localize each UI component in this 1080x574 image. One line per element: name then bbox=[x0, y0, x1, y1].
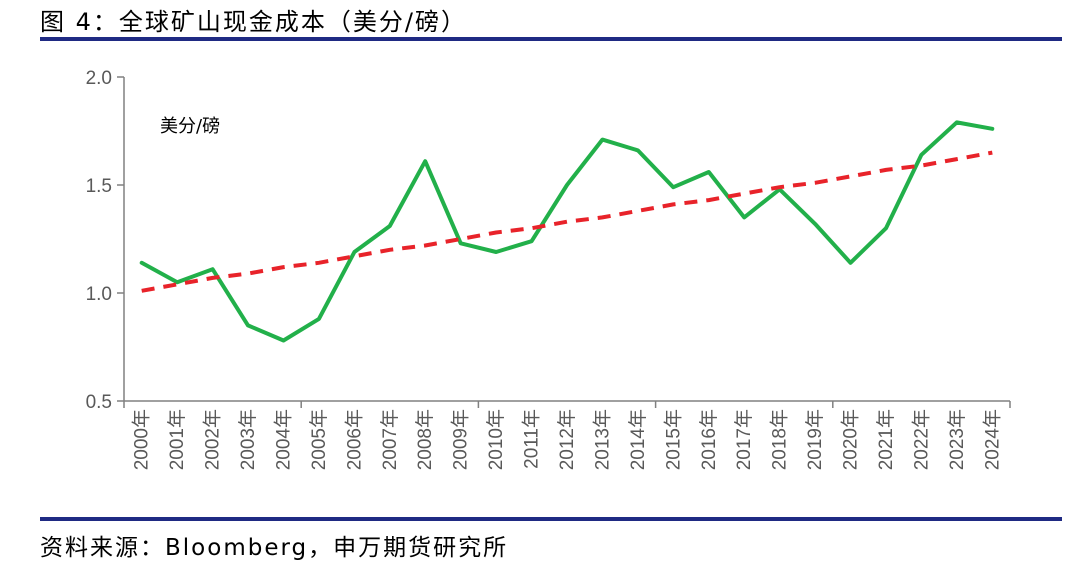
x-tick-label: 2010年 bbox=[485, 409, 507, 470]
x-tick-label: 2016年 bbox=[698, 409, 720, 470]
x-tick-label: 2022年 bbox=[910, 409, 932, 470]
x-tick-label: 2002年 bbox=[202, 409, 224, 470]
chart-axes bbox=[123, 77, 1010, 402]
x-tick-label: 2005年 bbox=[308, 409, 330, 470]
y-tick-label: 2.0 bbox=[86, 68, 112, 89]
x-tick-label: 2000年 bbox=[131, 409, 153, 470]
x-tick-label: 2017年 bbox=[733, 409, 755, 470]
x-tick-label: 2007年 bbox=[379, 409, 401, 470]
x-tick-label: 2021年 bbox=[875, 409, 897, 470]
y-tick-label: 0.5 bbox=[86, 392, 112, 413]
x-tick-label: 2018年 bbox=[769, 409, 791, 470]
x-tick-label: 2004年 bbox=[272, 409, 294, 470]
y-tick-label: 1.5 bbox=[86, 176, 112, 197]
x-tick-label: 2023年 bbox=[946, 409, 968, 470]
x-tick-label: 2015年 bbox=[662, 409, 684, 470]
chart-series bbox=[139, 120, 995, 343]
figure-source: 资料来源：Bloomberg，申万期货研究所 bbox=[40, 535, 509, 561]
unit-label: 美分/磅 bbox=[160, 116, 220, 137]
figure-title: 图 4：全球矿山现金成本（美分/磅） bbox=[40, 8, 467, 36]
title-rule bbox=[40, 37, 1062, 41]
x-tick-label: 2006年 bbox=[343, 409, 365, 470]
x-axis-ticks: 2000年 2001年 2002年 2003年 2004年 2005年 2006年 2007年… bbox=[123, 401, 1011, 470]
x-tick-label: 2003年 bbox=[237, 409, 259, 470]
trendline-series bbox=[141, 150, 993, 293]
x-tick-label: 2001年 bbox=[166, 409, 188, 470]
x-tick-label: 2013年 bbox=[591, 409, 613, 470]
x-tick-label: 2014年 bbox=[627, 409, 649, 470]
x-tick-label: 2019年 bbox=[804, 409, 826, 470]
source-rule bbox=[40, 517, 1062, 521]
x-tick-label: 2011年 bbox=[521, 409, 543, 469]
x-tick-label: 2020年 bbox=[840, 409, 862, 470]
x-tick-label: 2024年 bbox=[981, 409, 1003, 470]
x-tick-label: 2009年 bbox=[450, 409, 472, 470]
x-tick-label: 2012年 bbox=[556, 409, 578, 470]
y-tick-label: 1.0 bbox=[86, 284, 112, 305]
cost-series-line bbox=[139, 120, 995, 343]
y-axis-ticks: 0.5 1.0 1.5 2.0 bbox=[86, 68, 124, 413]
x-tick-label: 2008年 bbox=[414, 409, 436, 470]
